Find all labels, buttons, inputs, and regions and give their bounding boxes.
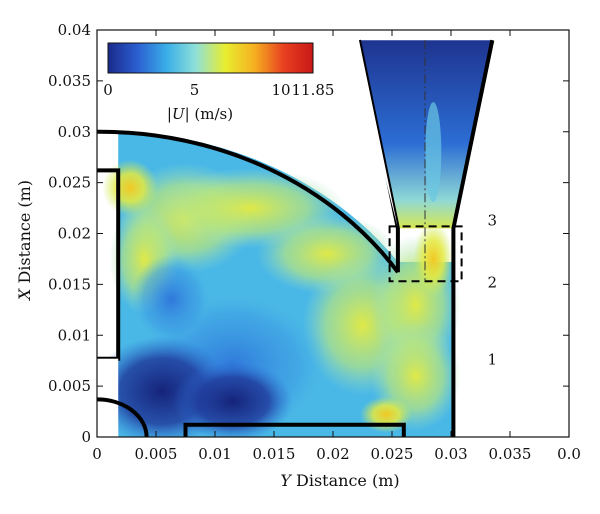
colorbar-tick-label: 11.85	[292, 81, 335, 99]
geometry-walls	[96, 25, 495, 438]
channel-wall-right	[451, 39, 495, 437]
zone-label-1: 1	[488, 351, 498, 369]
y-axis-ticks: 0 0.005 0.01 0.015 0.02 0.025 0.03 0.035 0.04	[48, 21, 569, 446]
bottom-block	[183, 422, 406, 437]
field-region	[413, 220, 454, 297]
x-tick-label: 0.0	[557, 445, 581, 463]
y-tick-label: 0.035	[48, 72, 91, 90]
y-tick-label: 0.005	[48, 377, 91, 395]
inner-arc	[96, 397, 149, 438]
nozzle-flow	[359, 40, 493, 229]
zone-label-2: 2	[488, 273, 498, 291]
colorbar-title: |U| (m/s)	[167, 105, 233, 123]
x-tick-label: 0.015	[253, 445, 296, 463]
x-tick-label: 0.035	[489, 445, 532, 463]
velocity-field	[97, 40, 493, 437]
x-axis-title: Y Distance (m)	[280, 471, 399, 490]
zone-labels: 3 2 1	[488, 211, 498, 368]
y-tick-label: 0.025	[48, 174, 91, 192]
x-axis-ticks: 0 0.005 0.01 0.015 0.02 0.025 0.03 0.035 0.0	[92, 30, 581, 463]
x-tick-label: 0.025	[371, 445, 414, 463]
x-tick-label: 0.03	[434, 445, 467, 463]
zone-label-3: 3	[488, 211, 498, 229]
y-axis-title: X Distance (m)	[15, 180, 34, 302]
field-region	[102, 159, 158, 216]
nozzle-jet	[425, 102, 442, 203]
y-tick-label: 0.03	[58, 123, 91, 141]
field-region	[131, 254, 212, 345]
colorbar-ticks: 0 5 10 11.85	[103, 81, 334, 99]
y-tick-label: 0.04	[58, 21, 91, 39]
left-gap	[97, 358, 119, 437]
field-region	[172, 361, 293, 437]
colorbar: 0 5 10 11.85 |U| (m/s)	[103, 42, 334, 123]
colorbar-bar	[107, 42, 314, 74]
y-tick-label: 0.01	[58, 326, 91, 344]
colorbar-tick-label: 0	[103, 81, 113, 99]
cusp-solid	[347, 25, 398, 229]
x-tick-label: 0.01	[198, 445, 231, 463]
y-tick-label: 0	[81, 428, 91, 446]
x-tick-label: 0	[92, 445, 102, 463]
colorbar-tick-label: 5	[190, 81, 200, 99]
x-tick-label: 0.02	[316, 445, 349, 463]
x-tick-label: 0.005	[135, 445, 178, 463]
y-tick-label: 0.015	[48, 275, 91, 293]
colorbar-tick-label: 10	[271, 81, 290, 99]
y-tick-label: 0.02	[58, 225, 91, 243]
chamber-wall	[96, 129, 400, 274]
region-2-box	[388, 225, 463, 283]
